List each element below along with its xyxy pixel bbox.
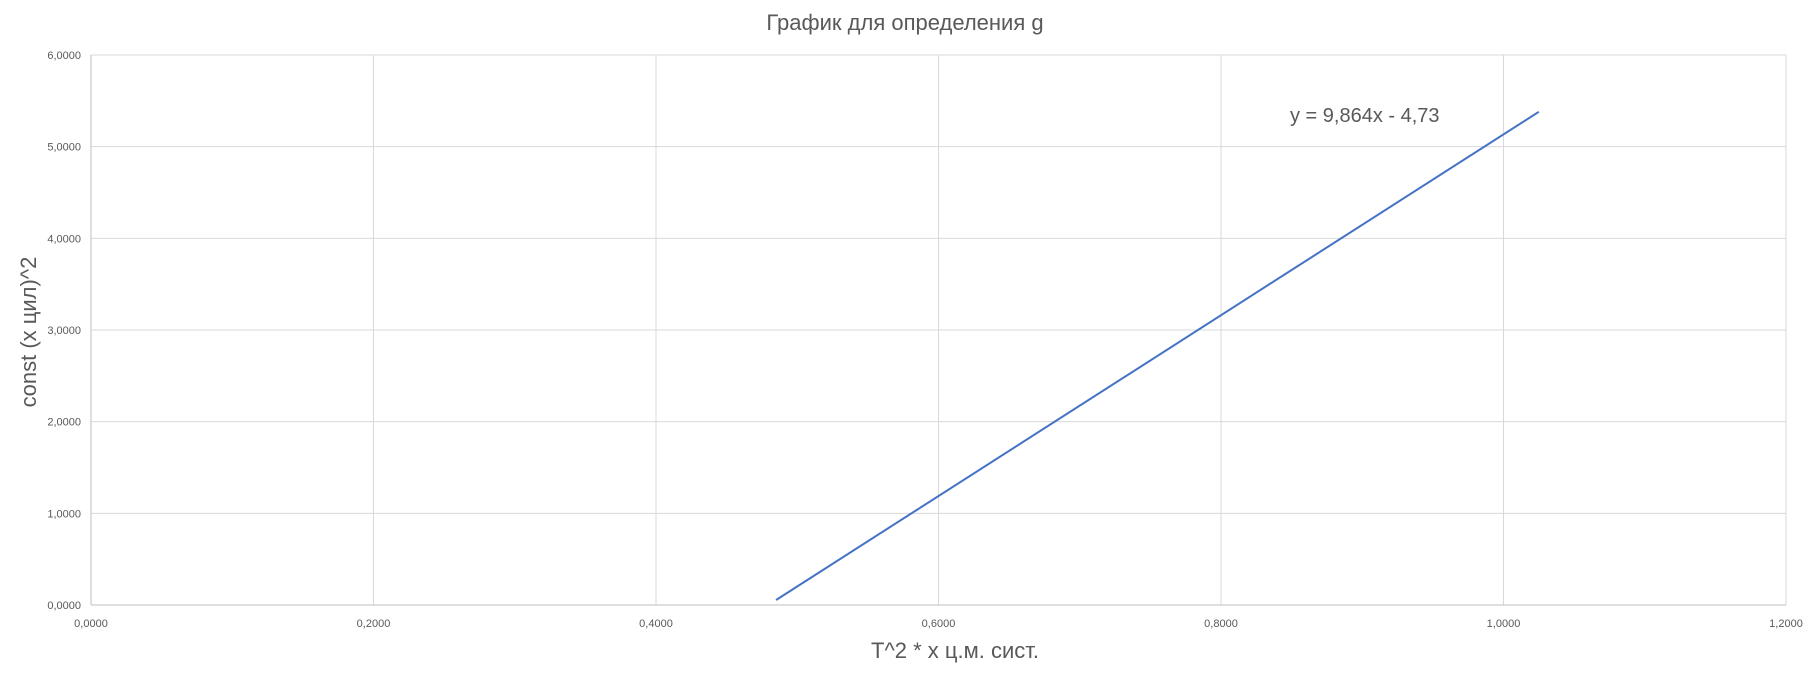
y-tick-label: 4,0000 [47,233,81,245]
x-tick-label: 0,0000 [74,618,108,630]
x-tick-label: 0,4000 [639,618,673,630]
y-axis-title: const (x цил)^2 [16,257,41,408]
y-tick-label: 6,0000 [47,50,81,62]
y-tick-label: 2,0000 [47,417,81,429]
y-tick-label: 1,0000 [47,508,81,520]
y-tick-label: 5,0000 [47,142,81,154]
x-tick-label: 1,2000 [1769,618,1803,630]
series-line [775,110,1540,601]
chart-title: График для определения g [766,10,1043,35]
x-tick-label: 0,6000 [922,618,956,630]
tick-labels: 0,0000 0,2000 0,4000 0,6000 0,8000 1,0000 1,20… [47,50,1802,630]
y-tick-label: 3,0000 [47,325,81,337]
x-tick-label: 0,2000 [357,618,391,630]
x-tick-label: 0,8000 [1204,618,1238,630]
series-layer [775,110,1540,601]
x-axis-title: T^2 * x ц.м. сист. [871,638,1039,663]
grid [90,54,1787,606]
trendline-equation: y = 9,864x - 4,73 [1290,105,1440,127]
x-tick-label: 1,0000 [1487,618,1521,630]
y-tick-label: 0,0000 [47,600,81,612]
